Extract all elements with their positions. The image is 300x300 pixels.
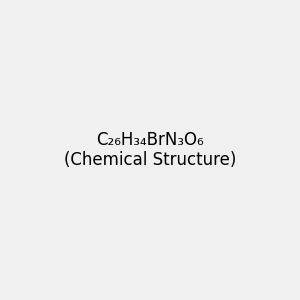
Text: C₂₆H₃₄BrN₃O₆
(Chemical Structure): C₂₆H₃₄BrN₃O₆ (Chemical Structure) xyxy=(64,130,236,170)
